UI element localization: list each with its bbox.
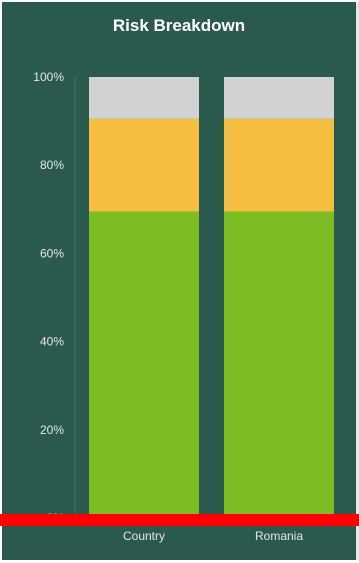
x-tick-label: Romania (255, 529, 303, 543)
y-tick-label: 60% (40, 246, 64, 260)
bar-segment-country-2 (89, 77, 199, 119)
y-tick-label: 80% (40, 158, 64, 172)
chart-title: Risk Breakdown (112, 16, 246, 35)
bar-segment-country-0 (89, 211, 199, 518)
y-tick-label: 40% (40, 335, 64, 349)
red-overlay-bar (0, 514, 359, 526)
bar-segment-romania-2 (224, 77, 334, 119)
bar-segment-romania-0 (224, 211, 334, 518)
bar-segment-romania-1 (224, 118, 334, 212)
y-tick-label: 100% (33, 70, 64, 84)
x-tick-label: Country (123, 529, 165, 543)
y-tick-label: 20% (40, 423, 64, 437)
bar-segment-country-1 (89, 118, 199, 212)
